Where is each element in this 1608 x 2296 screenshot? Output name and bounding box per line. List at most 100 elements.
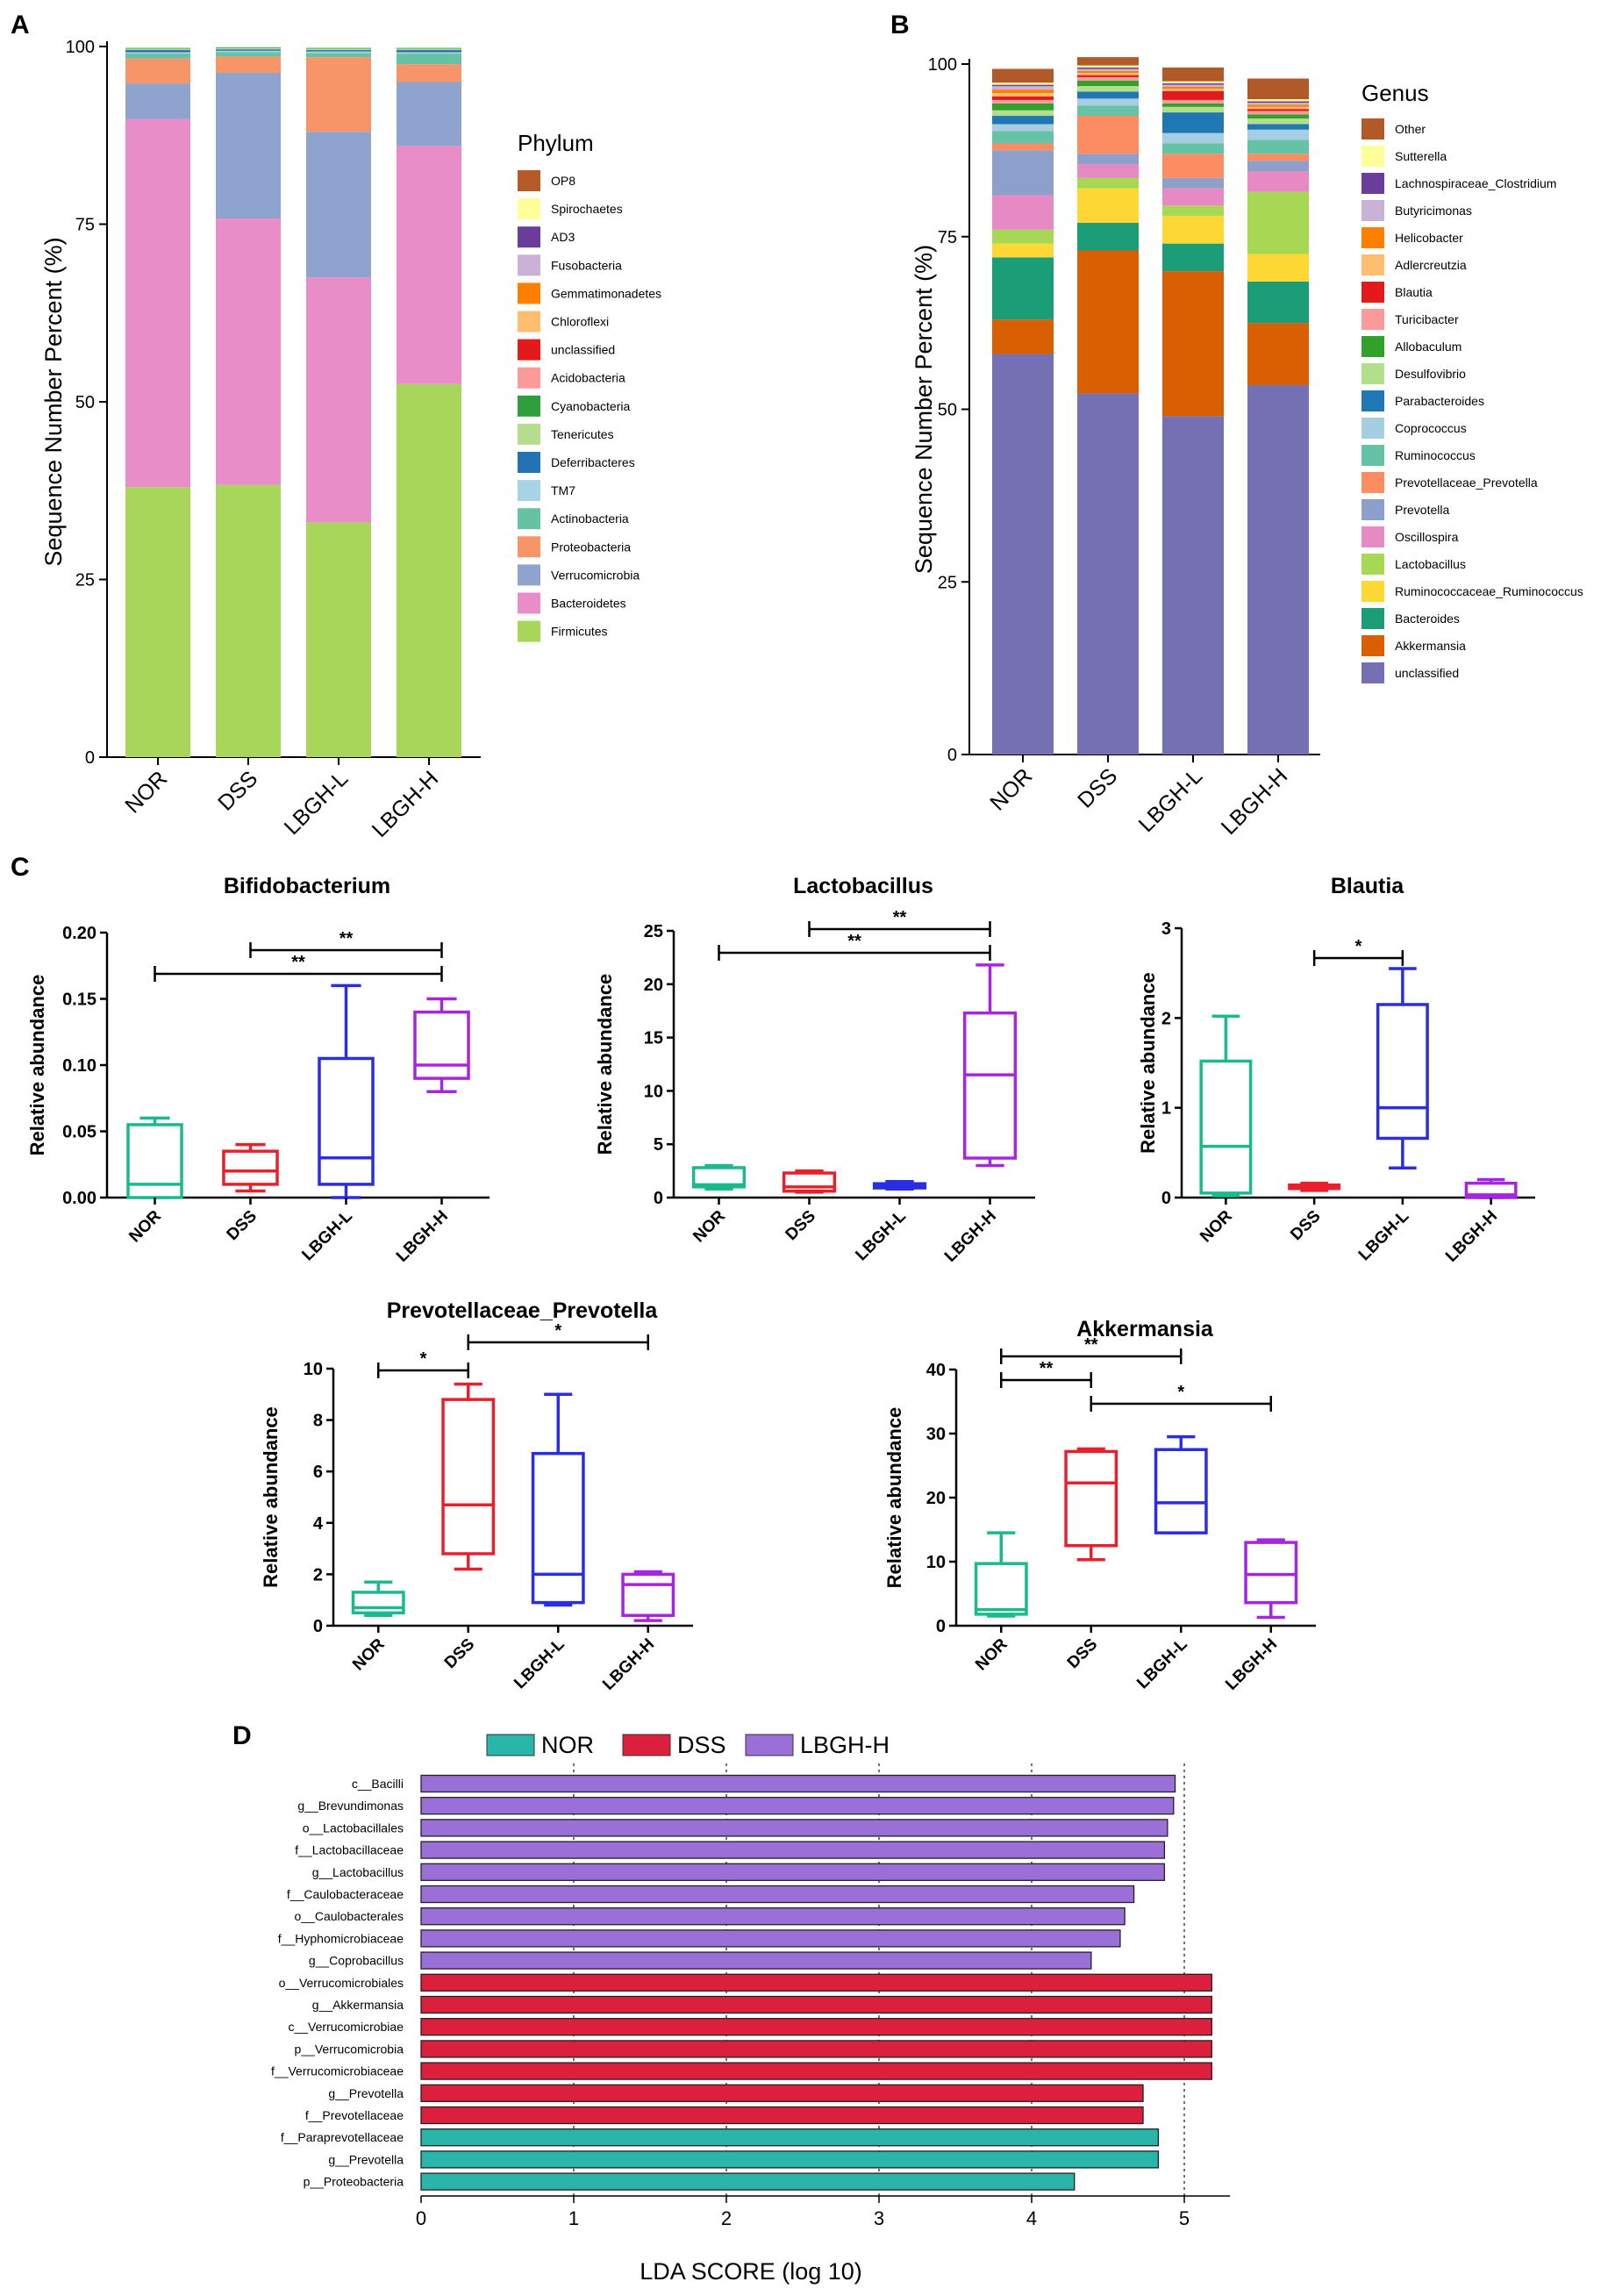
genus-legend-label: Helicobacter bbox=[1395, 231, 1463, 245]
akkermansia-significance-label: ** bbox=[1084, 1335, 1098, 1355]
lda-x-axis-label: LDA SCORE (log 10) bbox=[640, 2258, 862, 2285]
phylum-legend-swatch bbox=[518, 395, 540, 417]
phylum-bar-segment bbox=[125, 487, 190, 757]
genus-legend-label: Allobaculum bbox=[1395, 340, 1461, 354]
genus-bar-segment bbox=[992, 116, 1054, 125]
genus-bar-segment bbox=[1162, 67, 1224, 82]
bifidobacterium-y-tick-label: 0.05 bbox=[62, 1123, 96, 1142]
genus-bar-segment bbox=[992, 89, 1054, 94]
bifidobacterium-y-tick-label: 0.10 bbox=[62, 1056, 96, 1076]
lda-feature-label: g__Lactobacillus bbox=[312, 1865, 404, 1879]
akkermansia-box bbox=[974, 1562, 1028, 1616]
bifidobacterium-x-tick-label: NOR bbox=[125, 1206, 165, 1246]
phylum-bar-segment bbox=[216, 47, 281, 50]
prevotella-box bbox=[531, 1451, 585, 1605]
genus-y-tick-label: 0 bbox=[947, 746, 957, 765]
lda-legend-swatch bbox=[486, 1734, 535, 1756]
genus-bar-segment bbox=[1247, 139, 1309, 154]
bifidobacterium-box bbox=[413, 1010, 470, 1080]
phylum-bar-segment bbox=[125, 118, 190, 488]
genus-legend-swatch bbox=[1361, 526, 1384, 547]
genus-bar-segment bbox=[1162, 143, 1224, 154]
genus-bar-segment bbox=[1162, 243, 1224, 272]
prevotella-y-tick-label: 8 bbox=[313, 1412, 323, 1431]
lda-bar bbox=[420, 1929, 1121, 1948]
genus-legend-swatch bbox=[1361, 499, 1384, 520]
phylum-y-tick-label: 0 bbox=[85, 748, 95, 768]
genus-legend-swatch bbox=[1361, 309, 1384, 330]
blautia-box bbox=[1199, 1059, 1253, 1195]
genus-y-axis-label: Sequence Number Percent (%) bbox=[911, 245, 937, 574]
genus-bar-segment bbox=[992, 84, 1054, 87]
genus-bar-segment bbox=[1247, 118, 1309, 125]
genus-legend-swatch bbox=[1361, 581, 1384, 602]
phylum-bar-segment bbox=[306, 522, 371, 757]
lda-feature-label: g__Prevotella bbox=[328, 2152, 404, 2166]
lda-bar bbox=[420, 1819, 1168, 1837]
prevotella-y-tick-label: 10 bbox=[304, 1360, 323, 1379]
blautia-y-tick-label: 0 bbox=[1161, 1189, 1171, 1208]
lda-feature-label: f__Paraprevotellaceae bbox=[281, 2130, 404, 2144]
genus-bar-segment bbox=[1077, 188, 1139, 224]
genus-bar-segment bbox=[1077, 76, 1139, 81]
genus-legend-swatch bbox=[1361, 472, 1384, 493]
phylum-bar-segment bbox=[397, 383, 461, 757]
genus-legend-label: Prevotella bbox=[1395, 503, 1449, 517]
phylum-y-tick-label: 75 bbox=[75, 216, 95, 235]
genus-legend-swatch bbox=[1361, 282, 1384, 303]
genus-bar-segment bbox=[1247, 191, 1309, 254]
phylum-bar-segment bbox=[306, 57, 371, 132]
genus-legend-label: Akkermansia bbox=[1395, 639, 1466, 653]
lda-feature-label: p__Verrucomicrobia bbox=[294, 2042, 404, 2056]
phylum-legend-swatch bbox=[518, 198, 540, 220]
genus-bar-segment bbox=[1247, 384, 1309, 755]
prevotella-y-tick-label: 0 bbox=[313, 1617, 323, 1636]
akkermansia-y-tick-label: 0 bbox=[936, 1617, 946, 1636]
genus-legend-label: Oscillospira bbox=[1395, 530, 1459, 544]
genus-bar-segment bbox=[1077, 91, 1139, 99]
lactobacillus-y-tick-label: 0 bbox=[654, 1189, 663, 1208]
lda-x-tick-label: 1 bbox=[568, 2207, 579, 2229]
phylum-bar-segment bbox=[306, 50, 371, 52]
lda-bar bbox=[420, 1951, 1092, 1970]
genus-bar-segment bbox=[1162, 83, 1224, 85]
prevotella-y-axis-label: Relative abundance bbox=[260, 1406, 282, 1588]
genus-bar-segment bbox=[992, 99, 1054, 104]
genus-legend-swatch bbox=[1361, 445, 1384, 466]
panel-label-a: A bbox=[11, 11, 30, 39]
genus-bar-segment bbox=[1247, 254, 1309, 282]
phylum-legend-swatch bbox=[518, 564, 540, 586]
genus-bar-segment bbox=[1162, 81, 1224, 84]
phylum-y-tick-label: 100 bbox=[66, 38, 95, 57]
genus-bar-segment bbox=[1247, 111, 1309, 115]
genus-bar-segment bbox=[1077, 68, 1139, 71]
genus-legend-swatch bbox=[1361, 363, 1384, 384]
phylum-legend-swatch bbox=[518, 620, 540, 642]
lactobacillus-box bbox=[691, 1166, 747, 1189]
genus-legend-swatch bbox=[1361, 662, 1384, 683]
genus-legend-title: Genus bbox=[1361, 80, 1429, 106]
lda-legend-label: NOR bbox=[541, 1732, 594, 1758]
genus-legend-label: Bacteroides bbox=[1395, 612, 1460, 626]
lda-legend-swatch bbox=[622, 1734, 671, 1756]
genus-bar-segment bbox=[992, 93, 1054, 97]
phylum-x-tick-label: NOR bbox=[120, 766, 172, 818]
blautia-title: Blautia bbox=[1331, 874, 1404, 898]
genus-bar-segment bbox=[1247, 103, 1309, 105]
lactobacillus-box bbox=[782, 1171, 837, 1193]
genus-bar-segment bbox=[1162, 154, 1224, 178]
phylum-bar-segment bbox=[216, 49, 281, 51]
genus-bar-segment bbox=[992, 124, 1054, 132]
akkermansia-y-tick-label: 10 bbox=[926, 1553, 946, 1572]
bifidobacterium-y-tick-label: 0.00 bbox=[62, 1189, 96, 1208]
genus-bar-segment bbox=[1077, 223, 1139, 251]
genus-bar-segment bbox=[1077, 73, 1139, 75]
phylum-bar-segment bbox=[216, 46, 281, 48]
phylum-bar-segment bbox=[125, 48, 190, 51]
genus-legend-swatch bbox=[1361, 390, 1384, 411]
bifidobacterium-x-tick-label: LBGH-H bbox=[393, 1207, 452, 1266]
genus-legend-swatch bbox=[1361, 635, 1384, 656]
phylum-legend-label: AD3 bbox=[551, 230, 575, 244]
phylum-legend-swatch bbox=[518, 452, 540, 473]
phylum-bar-segment bbox=[216, 72, 281, 219]
